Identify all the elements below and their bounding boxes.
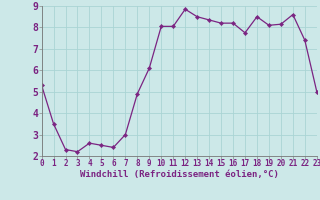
X-axis label: Windchill (Refroidissement éolien,°C): Windchill (Refroidissement éolien,°C) — [80, 170, 279, 179]
